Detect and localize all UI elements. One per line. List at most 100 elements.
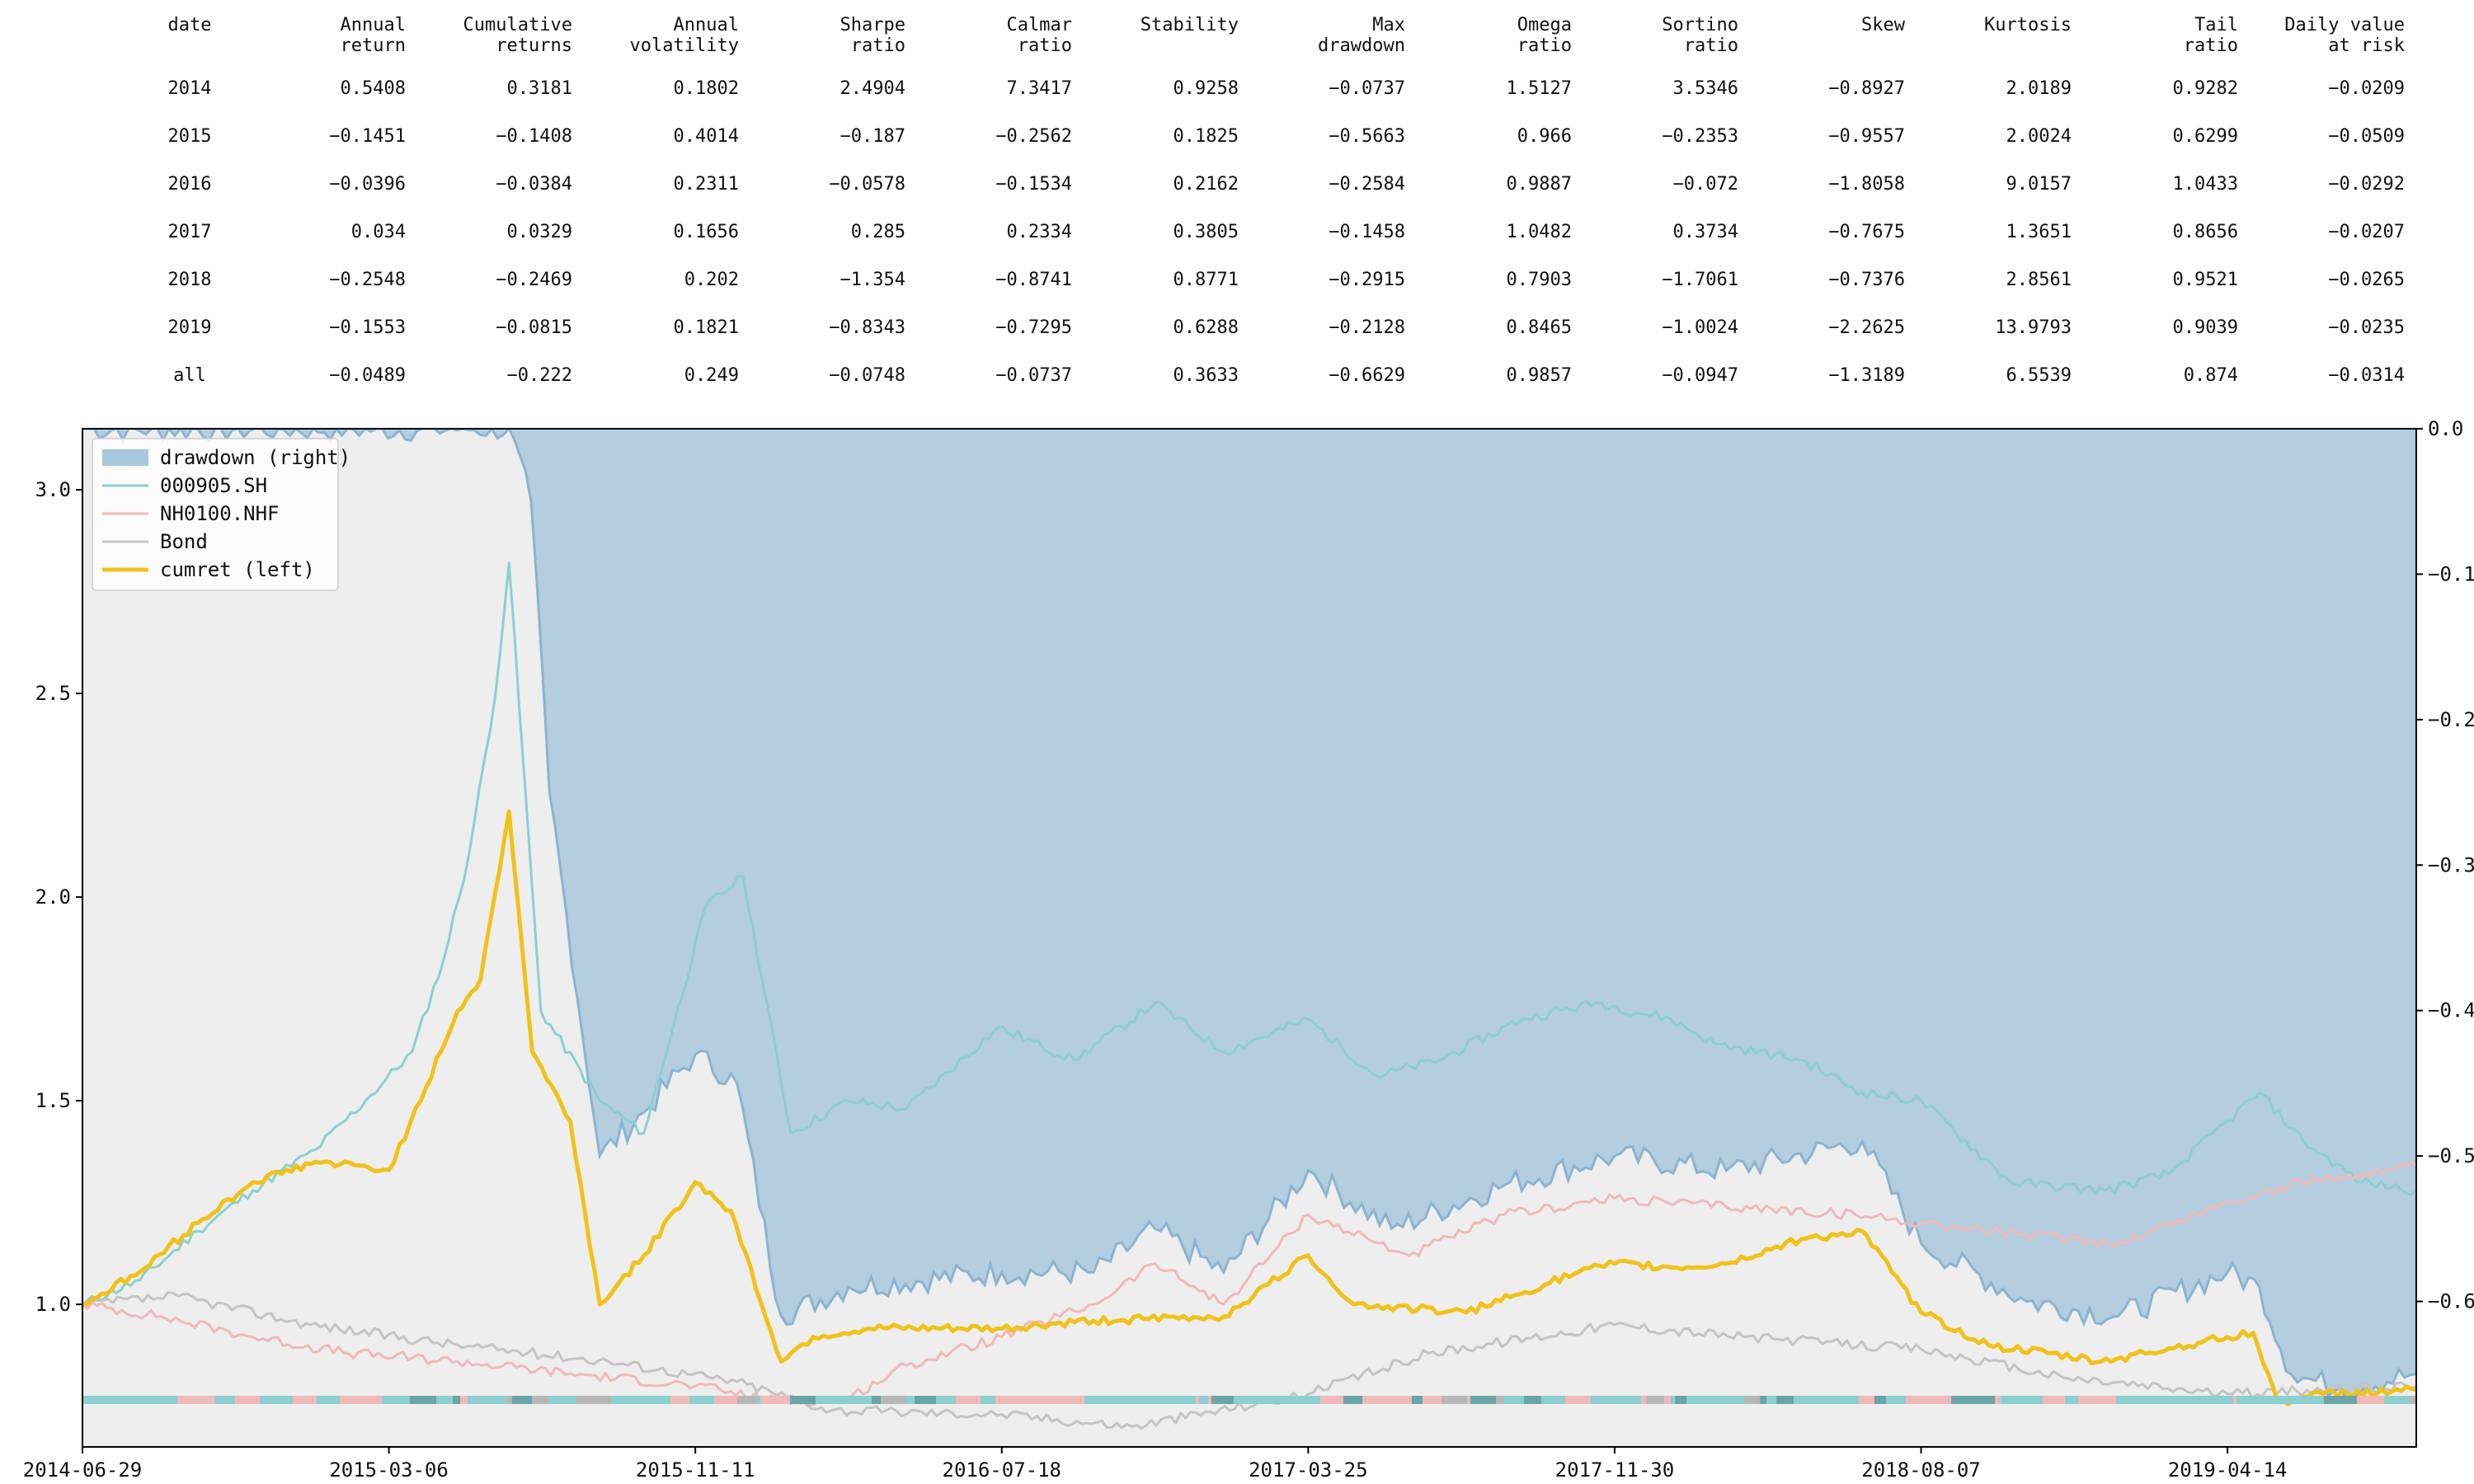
series-layer	[82, 561, 2416, 1430]
regime-segment	[2410, 1396, 2414, 1404]
regime-segment	[1134, 1396, 1144, 1404]
regime-segment	[1039, 1396, 1057, 1404]
regime-segment	[1886, 1396, 1892, 1404]
regime-segment	[1641, 1396, 1646, 1404]
regime-segment	[2177, 1396, 2192, 1404]
regime-segment	[82, 1396, 93, 1404]
regime-segment	[1467, 1396, 1470, 1404]
right-tick-label: −0.5	[2428, 1144, 2474, 1167]
stats-cell: −0.0509	[2328, 125, 2405, 147]
regime-segment	[633, 1396, 641, 1404]
regime-segment	[2357, 1396, 2384, 1404]
x-tick-label: 2016-07-18	[943, 1458, 1062, 1482]
regime-segment	[436, 1396, 453, 1404]
regime-segment	[317, 1396, 340, 1404]
stats-cell: −2.2625	[1828, 317, 1905, 338]
stats-cell: −0.0265	[2328, 269, 2405, 290]
regime-segment	[840, 1396, 861, 1404]
left-tick-label: 2.0	[35, 885, 71, 909]
stats-cell: 0.9039	[2172, 317, 2238, 338]
stats-header-12: Tail ratio	[2183, 15, 2238, 56]
stats-cell: 0.9521	[2172, 269, 2238, 290]
stats-cell: −0.0748	[829, 364, 905, 386]
x-tick-label: 2017-11-30	[1555, 1458, 1675, 1482]
stats-cell: 13.9793	[1995, 317, 2072, 338]
stats-cell: 0.249	[684, 364, 739, 386]
regime-segment	[1362, 1396, 1372, 1404]
regime-segment	[468, 1396, 485, 1404]
regime-segment	[2282, 1396, 2298, 1404]
regime-segment	[1892, 1396, 1906, 1404]
regime-segment	[915, 1396, 936, 1404]
stats-header-7: Max drawdown	[1318, 15, 1405, 56]
regime-segment	[507, 1396, 512, 1404]
stats-cell: 0.9857	[1506, 364, 1572, 386]
series-line-bond	[82, 1291, 2416, 1430]
stats-cell: −0.7376	[1828, 269, 1905, 290]
stats-cell: −0.0396	[329, 173, 406, 195]
stats-cell: −0.1458	[1329, 221, 1405, 242]
legend-box	[92, 438, 339, 591]
regime-segment	[215, 1396, 235, 1404]
stats-cell: −1.354	[840, 269, 905, 290]
stats-cell: 2019	[167, 317, 212, 338]
regime-segment	[396, 1396, 410, 1404]
regime-segment	[1524, 1396, 1541, 1404]
regime-segment	[1686, 1396, 1701, 1404]
stats-cell: 0.0329	[506, 221, 572, 242]
legend-label: cumret (left)	[160, 558, 315, 581]
regime-segment	[1906, 1396, 1927, 1404]
regime-segment	[204, 1396, 215, 1404]
regime-segment	[641, 1396, 644, 1404]
left-tick-label: 1.0	[35, 1293, 71, 1316]
regime-segment	[1859, 1396, 1874, 1404]
stats-cell: −0.5663	[1329, 125, 1405, 147]
x-tick-label: 2015-11-11	[636, 1458, 755, 1482]
regime-segment	[1744, 1396, 1760, 1404]
regime-segment	[1874, 1396, 1886, 1404]
stats-cell: 2016	[167, 173, 212, 195]
regime-segment	[93, 1396, 120, 1404]
regime-segment	[2311, 1396, 2324, 1404]
x-axis: 2014-06-29 2015-03-06 2015-11-11 2016-07-18…	[23, 1447, 2287, 1482]
stats-cell: −0.0578	[829, 173, 905, 195]
regime-segment	[1470, 1396, 1496, 1404]
stats-table: date Annual return Cumulative returns Annua…	[140, 15, 2406, 399]
regime-segment	[966, 1396, 981, 1404]
stats-cell: −0.0489	[329, 364, 406, 386]
stats-row: 2017 0.034 0.0329 0.1656 0.285 0.2334 0.3805 −0…	[140, 208, 2406, 256]
right-tick-label: −0.6	[2428, 1290, 2474, 1313]
stats-cell: 0.285	[850, 221, 905, 242]
stats-cell: −0.2915	[1329, 269, 1405, 290]
legend-swatch	[102, 449, 148, 466]
stats-header-8: Omega ratio	[1517, 15, 1572, 56]
regime-segment	[410, 1396, 436, 1404]
stats-cell: −0.0314	[2328, 364, 2405, 386]
stats-header-10: Skew	[1861, 15, 1905, 35]
stats-cell: −0.072	[1672, 173, 1738, 195]
stats-header-2: Cumulative returns	[463, 15, 572, 56]
stats-cell: −0.8343	[829, 317, 905, 338]
regime-segment	[139, 1396, 165, 1404]
regime-segment	[460, 1396, 468, 1404]
right-tick-label: −0.2	[2428, 708, 2474, 731]
regime-segment	[1442, 1396, 1467, 1404]
stats-cell: 2.8561	[2006, 269, 2072, 290]
stats-cell: −0.1553	[329, 317, 406, 338]
performance-chart: 1.0 1.5 2.0 2.5 3.0 0.0 −0.1 −0.2 −0.3 −0.4 −0.5 −…	[23, 417, 2474, 1482]
stats-cell: −0.0815	[496, 317, 572, 338]
legend-label: NH0100.NHF	[160, 502, 280, 525]
stats-cell: −0.6629	[1329, 364, 1405, 386]
regime-segment	[610, 1396, 617, 1404]
regime-segment	[1847, 1396, 1859, 1404]
regime-segment	[1671, 1396, 1675, 1404]
regime-segment	[1959, 1396, 1977, 1404]
stats-row: 2018 −0.2548 −0.2469 0.202 −1.354 −0.8741 0.87…	[140, 256, 2406, 303]
stats-cell: 2017	[167, 221, 212, 242]
regime-segment	[549, 1396, 576, 1404]
stats-cell: 2.0024	[2006, 125, 2072, 147]
stats-cell: 0.8465	[1506, 317, 1572, 338]
stats-cell: −0.1534	[995, 173, 1072, 195]
regime-segment	[1084, 1396, 1110, 1404]
stats-row: 2016 −0.0396 −0.0384 0.2311 −0.0578 −0.1534 0.…	[140, 160, 2406, 208]
